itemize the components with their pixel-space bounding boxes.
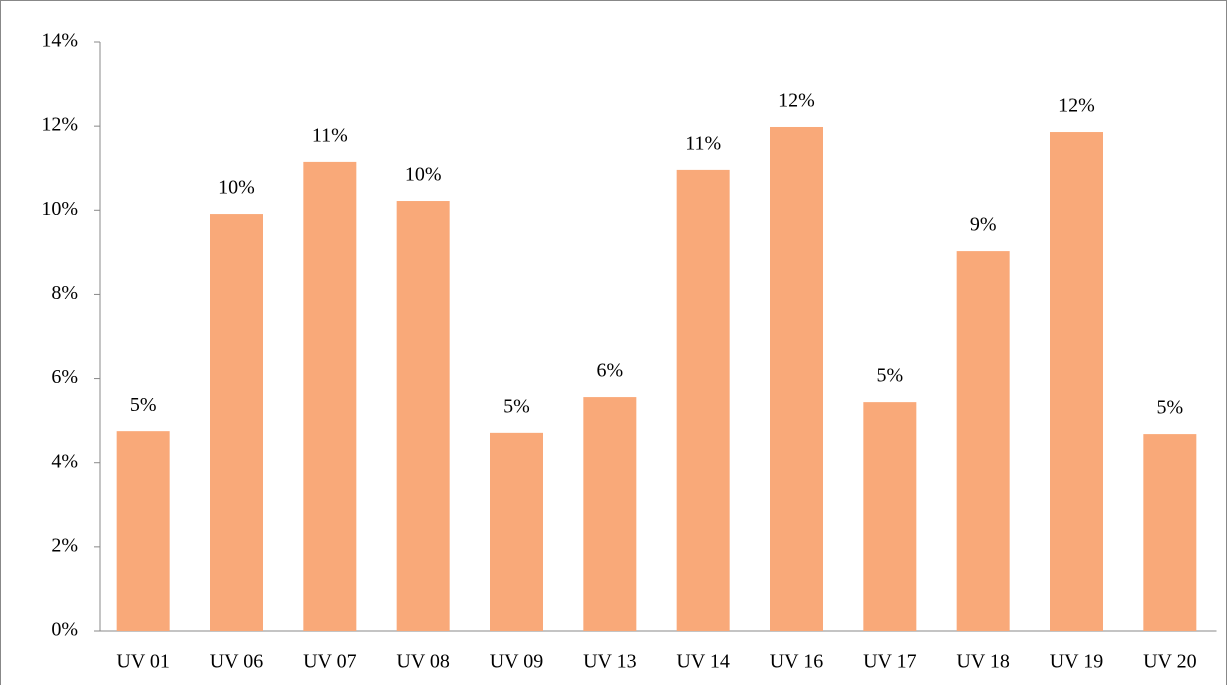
bar <box>116 431 170 631</box>
x-tick-label: UV 14 <box>676 651 730 673</box>
data-label: 10% <box>218 177 255 199</box>
bar <box>396 201 450 631</box>
data-label: 5% <box>876 365 903 387</box>
data-label: 12% <box>778 90 815 112</box>
data-label: 5% <box>503 395 530 417</box>
data-label: 12% <box>1058 95 1095 117</box>
bar <box>303 161 357 631</box>
x-tick-label: UV 17 <box>863 651 917 673</box>
bar <box>583 397 637 631</box>
bar <box>863 402 917 631</box>
bar <box>956 251 1010 631</box>
x-tick-label: UV 18 <box>956 651 1010 673</box>
bar <box>210 214 263 631</box>
data-label: 11% <box>685 132 721 154</box>
data-label: 11% <box>312 124 348 146</box>
x-tick-label: UV 09 <box>490 651 544 673</box>
x-tick-label: UV 07 <box>303 651 357 673</box>
y-tick-label: 12% <box>41 114 78 136</box>
x-tick-label: UV 16 <box>770 651 824 673</box>
x-tick-label: UV 20 <box>1143 651 1197 673</box>
y-tick-label: 8% <box>51 282 78 304</box>
x-tick-label: UV 06 <box>210 651 264 673</box>
data-label: 9% <box>970 214 997 236</box>
bar <box>1143 434 1197 631</box>
bar <box>1050 132 1103 632</box>
x-tick-label: UV 01 <box>116 651 170 673</box>
y-tick-label: 4% <box>51 450 78 472</box>
data-label: 5% <box>130 394 157 416</box>
bar <box>676 169 730 631</box>
data-label: 5% <box>1156 397 1183 419</box>
y-tick-label: 10% <box>41 198 78 220</box>
y-tick-label: 6% <box>51 366 78 388</box>
y-tick-label: 0% <box>51 619 78 641</box>
bar <box>770 126 823 631</box>
x-tick-label: UV 19 <box>1050 651 1104 673</box>
x-tick-label: UV 08 <box>396 651 450 673</box>
y-tick-label: 14% <box>41 30 78 52</box>
data-label: 6% <box>596 360 623 382</box>
x-tick-label: UV 13 <box>583 651 637 673</box>
data-label: 10% <box>405 164 442 186</box>
y-tick-label: 2% <box>51 534 78 556</box>
bar <box>490 432 543 631</box>
